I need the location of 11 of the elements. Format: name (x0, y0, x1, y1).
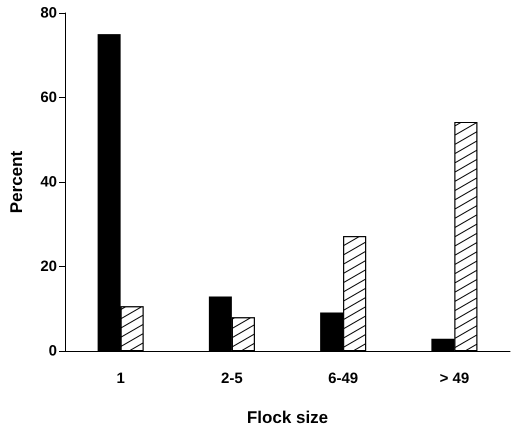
y-tick-label: 0 (48, 342, 57, 360)
y-tick-label: 80 (40, 4, 57, 22)
x-tick-label: 2-5 (221, 370, 243, 387)
x-tick-label: > 49 (440, 370, 470, 387)
y-tick-label: 20 (40, 258, 57, 275)
x-tick-label: 1 (116, 370, 125, 387)
y-axis-title: Percent (7, 150, 26, 214)
y-tick-label: 60 (40, 89, 57, 106)
x-tick-label: 6-49 (328, 370, 358, 387)
x-axis-title: Flock size (246, 408, 328, 427)
y-tick-label: 40 (40, 174, 57, 190)
